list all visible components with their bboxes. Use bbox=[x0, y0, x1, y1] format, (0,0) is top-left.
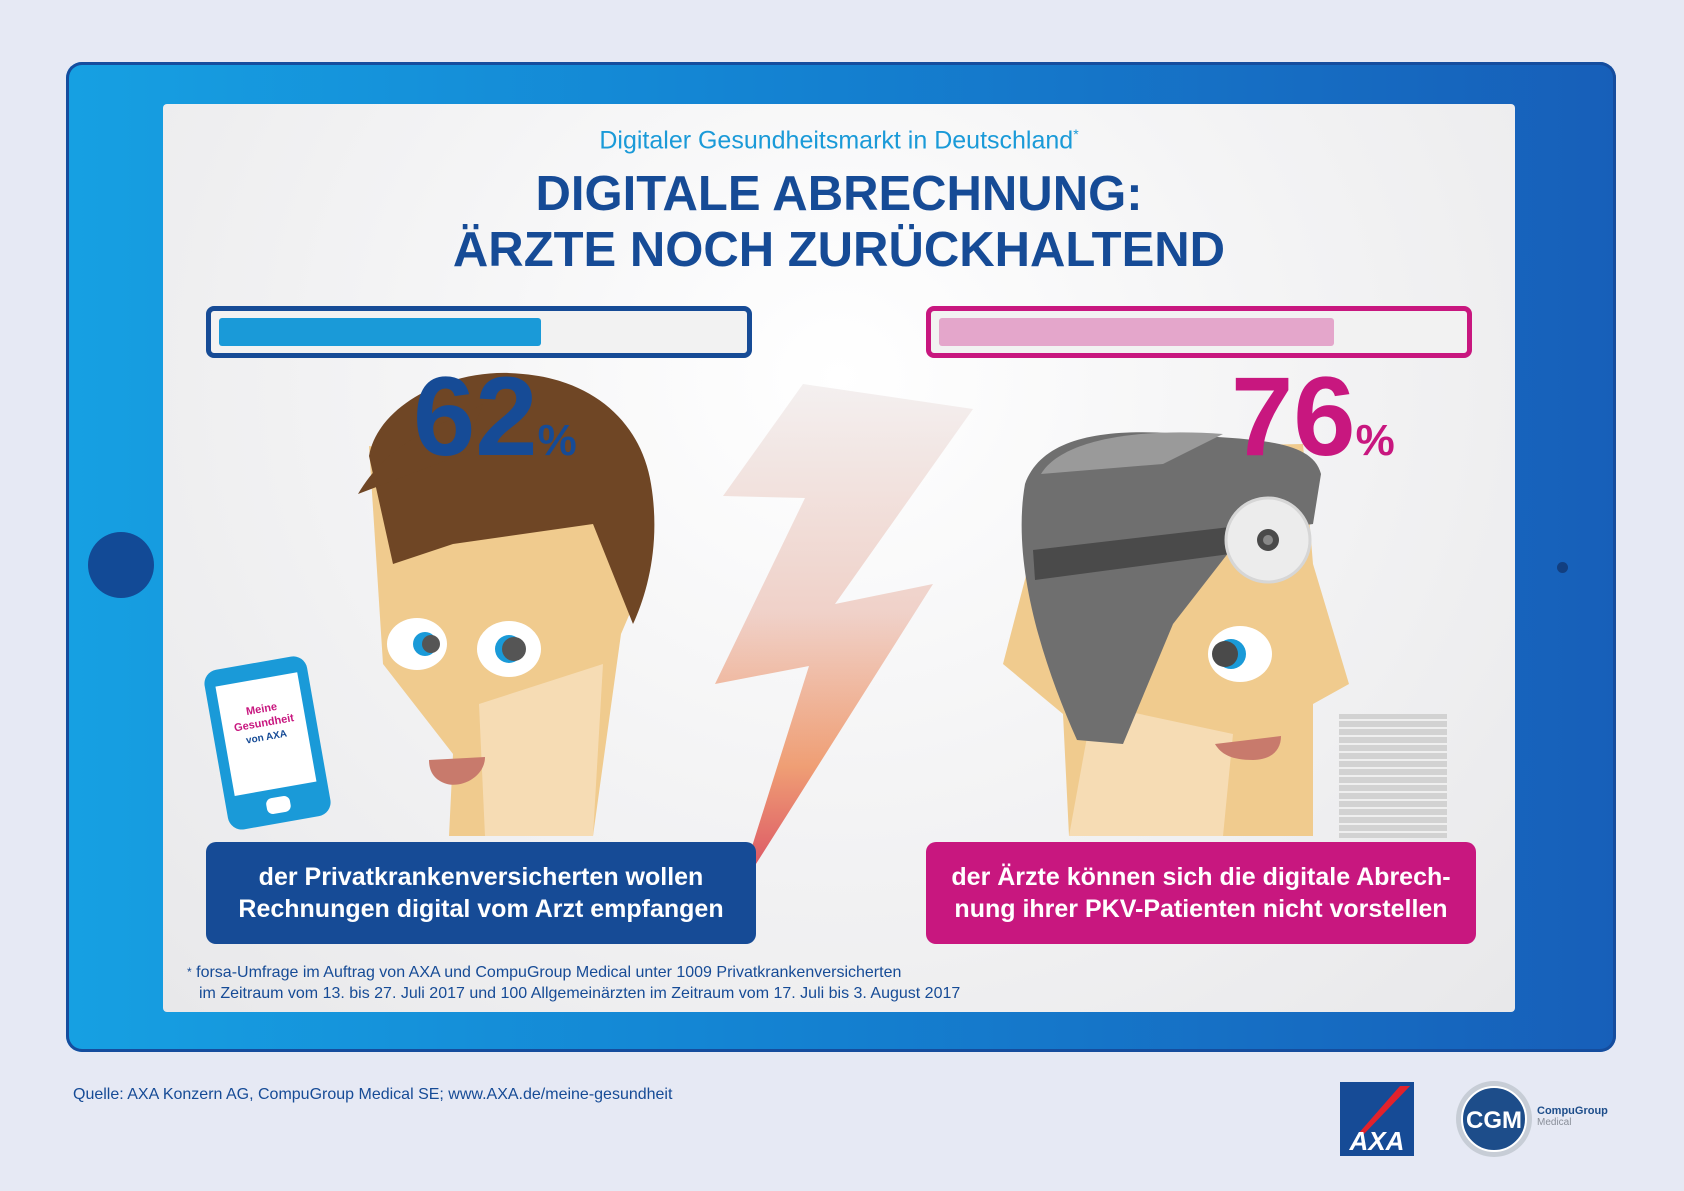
source-text: Quelle: AXA Konzern AG, CompuGroup Medic… bbox=[73, 1086, 673, 1103]
bar-aerzte bbox=[926, 306, 1472, 358]
caption-left-line-1: der Privatkrankenversicherten wollen bbox=[258, 863, 704, 891]
tablet-camera-dot bbox=[1557, 562, 1568, 573]
tablet-home-button bbox=[88, 532, 154, 598]
value-label-privatversicherte: 62% bbox=[413, 354, 577, 479]
bar-fill-aerzte bbox=[939, 318, 1334, 346]
caption-left-line-2: Rechnungen digital vom Arzt empfangen bbox=[238, 895, 724, 923]
cgm-logo: CGM CompuGroup Medical bbox=[1456, 1081, 1608, 1157]
chart-title: DIGITALE ABRECHNUNG: ÄRZTE NOCH ZURÜCKHA… bbox=[163, 166, 1515, 278]
chart-subtitle: Digitaler Gesundheitsmarkt in Deutschlan… bbox=[599, 126, 1079, 155]
cgm-logo-line-2: Medical bbox=[1537, 1117, 1571, 1128]
bar-privatversicherte bbox=[206, 306, 752, 358]
caption-right-line-1: der Ärzte können sich die digitale Abrec… bbox=[951, 863, 1451, 891]
subtitle-footnote-mark: * bbox=[1073, 126, 1079, 142]
phone-app-line-1: Meine bbox=[245, 701, 278, 718]
doctor-illustration bbox=[1003, 432, 1349, 836]
value-label-aerzte: 76% bbox=[1231, 354, 1395, 479]
bar-fill-privatversicherte bbox=[219, 318, 541, 346]
title-line-2: ÄRZTE NOCH ZURÜCKHALTEND bbox=[452, 223, 1226, 277]
axa-logo: AXA bbox=[1340, 1082, 1414, 1156]
footnote: * forsa-Umfrage im Auftrag von AXA und C… bbox=[187, 962, 1487, 1004]
patient-illustration bbox=[358, 372, 655, 836]
footnote-line-1: forsa-Umfrage im Auftrag von AXA und Com… bbox=[196, 964, 902, 981]
axa-logo-text: AXA bbox=[1349, 1126, 1405, 1156]
caption-privatversicherte: der Privatkrankenversicherten wollen Rec… bbox=[206, 842, 756, 944]
illustration-layer: Meine Gesundheit von AXA bbox=[204, 372, 1447, 894]
tablet-screen: Digitaler Gesundheitsmarkt in Deutschlan… bbox=[163, 104, 1515, 1012]
lightning-bolt-icon bbox=[715, 384, 973, 894]
footnote-line-2: im Zeitraum vom 13. bis 27. Juli 2017 un… bbox=[199, 985, 961, 1002]
cgm-logo-text: CGM bbox=[1466, 1107, 1522, 1134]
title-line-1: DIGITALE ABRECHNUNG: bbox=[535, 167, 1143, 221]
caption-right-line-2: nung ihrer PKV-Patienten nicht vorstelle… bbox=[954, 895, 1448, 923]
phone-illustration: Meine Gesundheit von AXA bbox=[204, 656, 331, 830]
paper-stack-illustration bbox=[1339, 714, 1447, 838]
caption-aerzte: der Ärzte können sich die digitale Abrec… bbox=[926, 842, 1476, 944]
cgm-logo-line-1: CompuGroup bbox=[1537, 1105, 1608, 1117]
